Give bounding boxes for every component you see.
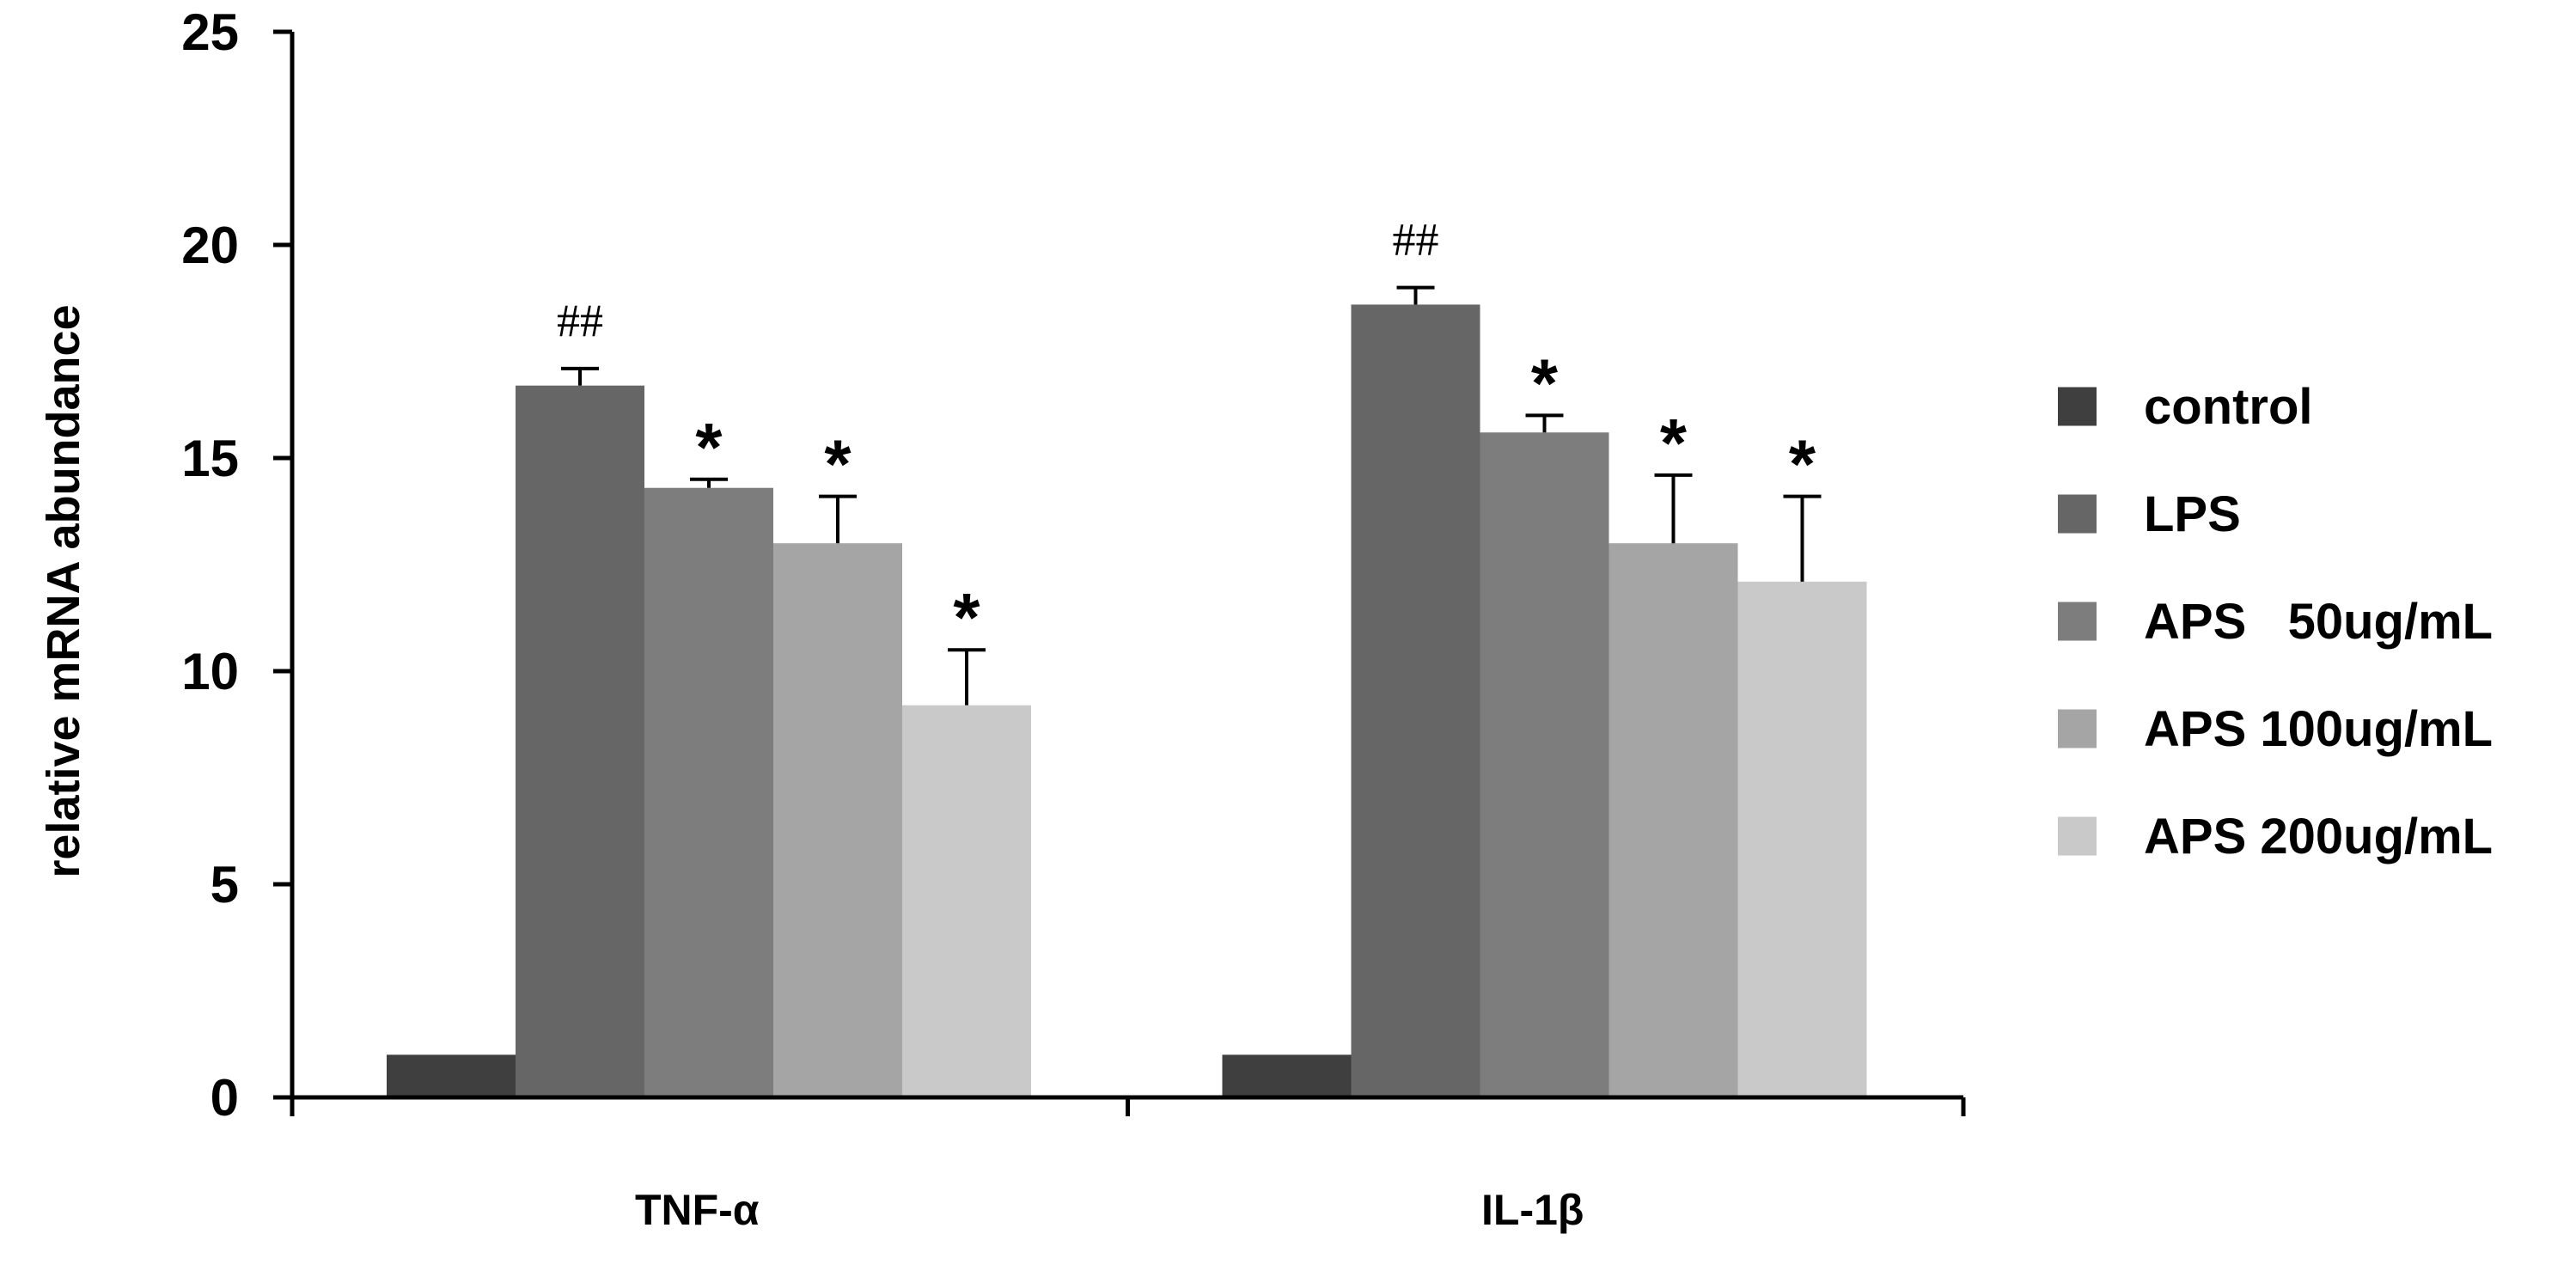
sig-mark-il-1-lps: ## — [1393, 214, 1439, 266]
axes — [290, 32, 1966, 1116]
error-bars-layer — [561, 285, 1822, 706]
sig-mark-tnf-aps-50ug-ml: * — [695, 409, 723, 486]
y-ticks: 0 5 10 15 20 25 — [181, 3, 292, 1127]
x-category-label-2: IL-1β — [1481, 1186, 1584, 1234]
x-category-label-1: TNF-α — [635, 1186, 760, 1234]
legend-swatch-aps-100ug-ml — [2058, 709, 2097, 748]
bar-il-1-control — [1222, 1054, 1352, 1097]
y-tick-label-25: 25 — [181, 3, 239, 61]
sig-mark-tnf-aps-100ug-ml: * — [824, 426, 852, 503]
y-tick-label-5: 5 — [211, 856, 239, 913]
bar-il-1-aps-50ug-ml — [1480, 432, 1609, 1097]
legend-label-aps-100ug-ml: APS 100ug/mL — [2144, 701, 2493, 757]
legend-swatch-aps-200ug-ml — [2058, 816, 2097, 856]
legend-swatch-lps — [2058, 494, 2097, 534]
bars-layer — [387, 304, 1867, 1097]
legend-label-control: control — [2144, 379, 2313, 435]
bar-tnf-control — [387, 1054, 516, 1097]
legend: control LPS APS 50ug/mL APS 100ug/mL APS 200… — [2058, 379, 2493, 864]
y-tick-label-10: 10 — [181, 643, 239, 700]
y-tick-label-15: 15 — [181, 430, 239, 487]
bar-tnf-aps-200ug-ml — [902, 705, 1031, 1097]
legend-swatch-aps-50ug-ml — [2058, 602, 2097, 641]
legend-label-lps: LPS — [2144, 486, 2241, 542]
bar-tnf-aps-50ug-ml — [644, 487, 773, 1097]
legend-swatch-control — [2058, 387, 2097, 426]
y-tick-label-0: 0 — [211, 1069, 239, 1127]
sig-mark-tnf-lps: ## — [557, 295, 603, 346]
bar-tnf-lps — [516, 385, 644, 1097]
sig-mark-tnf-aps-200ug-ml: * — [953, 579, 980, 656]
y-tick-label-20: 20 — [181, 217, 239, 274]
sig-mark-il-1-aps-100ug-ml: * — [1660, 405, 1688, 481]
bar-tnf-aps-100ug-ml — [773, 543, 902, 1097]
sig-mark-il-1-aps-50ug-ml: * — [1531, 345, 1559, 421]
bar-il-1-aps-200ug-ml — [1737, 581, 1867, 1097]
x-categories: TNF-α IL-1β — [635, 1186, 1584, 1234]
sig-mark-il-1-aps-200ug-ml: * — [1789, 426, 1816, 503]
significance-marks: ## * * * ## * * * — [557, 214, 1816, 657]
bar-il-1-lps — [1351, 304, 1480, 1097]
legend-label-aps-200ug-ml: APS 200ug/mL — [2144, 809, 2493, 864]
bar-il-1-aps-100ug-ml — [1608, 543, 1738, 1097]
y-axis-label: relative mRNA abundance — [38, 304, 89, 877]
legend-label-aps-50ug-ml: APS 50ug/mL — [2144, 594, 2493, 650]
